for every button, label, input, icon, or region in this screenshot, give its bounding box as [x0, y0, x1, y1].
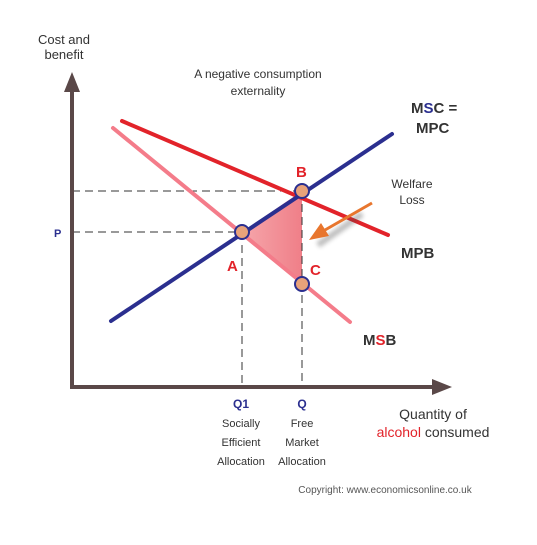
q1-label: Q1	[233, 397, 249, 411]
q1-desc-line1: Socially	[222, 418, 260, 430]
welfare-arrow-icon	[309, 223, 329, 240]
welfare-loss-label-line1: Welfare	[391, 177, 432, 191]
point-a-label: A	[227, 258, 238, 275]
mpb-curve	[120, 119, 390, 237]
x-axis-label-line2: alcohol consumed	[377, 424, 490, 440]
x-axis-label-rest: consumed	[421, 424, 489, 440]
x-axis-arrow-icon	[432, 379, 452, 395]
msc-label-suffix: C =	[434, 100, 458, 117]
point-c-marker	[294, 276, 310, 292]
welfare-arrow-shaft	[324, 201, 373, 232]
axes	[64, 72, 452, 395]
y-axis-arrow-icon	[64, 72, 80, 92]
diagram-title-line1: A negative consumption	[194, 67, 321, 81]
price-label: P	[54, 228, 61, 240]
x-axis-label-line1: Quantity of	[399, 406, 467, 422]
msb-label-highlight: S	[376, 332, 386, 349]
y-axis-label-line1: Cost and	[38, 32, 90, 47]
msb-label-prefix: M	[363, 332, 376, 349]
q1-desc-line3: Allocation	[217, 456, 265, 468]
msc-mpc-curve	[109, 132, 394, 323]
point-b-label: B	[296, 164, 307, 181]
point-a-marker	[234, 224, 250, 240]
welfare-loss-area	[242, 191, 302, 284]
point-c-label: C	[310, 262, 321, 279]
q-desc-line1: Free	[291, 418, 314, 430]
msb-label: MSB	[363, 332, 397, 349]
diagram-title-line2: externality	[231, 84, 286, 98]
msc-label: MSC =	[411, 100, 458, 117]
msc-label-prefix: M	[411, 100, 424, 117]
copyright-text: Copyright: www.economicsonline.co.uk	[298, 485, 472, 496]
q-label: Q	[297, 397, 306, 411]
msb-label-suffix: B	[386, 332, 397, 349]
msc-label-highlight: S	[424, 100, 434, 117]
y-axis-label-line2: benefit	[44, 47, 83, 62]
x-axis-label-highlight: alcohol	[377, 424, 421, 440]
mpc-label: MPC	[416, 120, 450, 137]
point-b-marker	[294, 183, 310, 199]
q-desc-line2: Market	[285, 437, 319, 449]
welfare-arrow-shadow	[316, 211, 364, 248]
mpb-label: MPB	[401, 245, 435, 262]
welfare-loss-label-line2: Loss	[399, 193, 424, 207]
q-desc-line3: Allocation	[278, 456, 326, 468]
q1-desc-line2: Efficient	[222, 437, 261, 449]
msb-curve	[111, 126, 352, 324]
